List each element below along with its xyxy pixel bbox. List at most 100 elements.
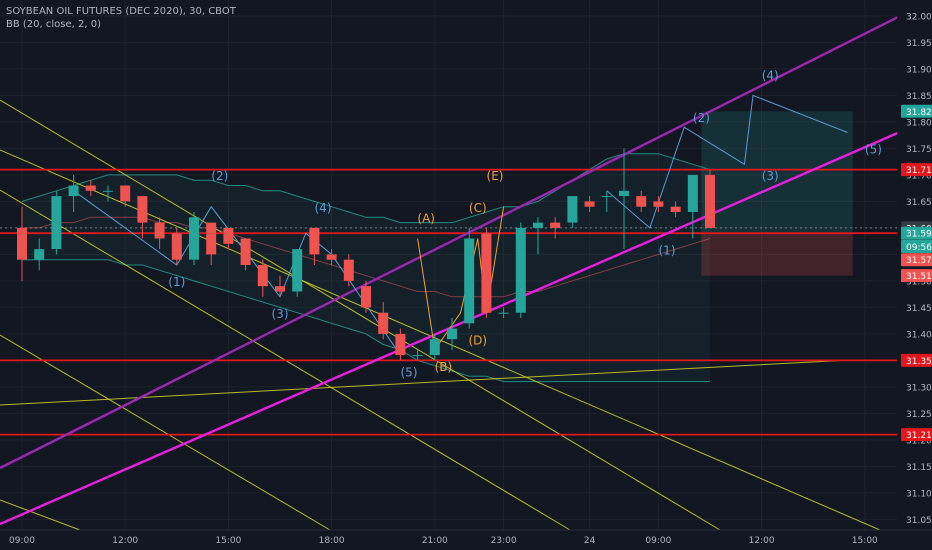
candle-bear [361, 286, 371, 308]
candle-bear [309, 227, 320, 255]
candle-bear [120, 185, 131, 202]
candle-bear [584, 201, 595, 207]
chart-legend: SOYBEAN OIL FUTURES (DEC 2020), 30, CBOT… [6, 5, 236, 31]
candle-bear [17, 227, 27, 260]
wave-label: (4) [762, 69, 779, 83]
price-tick-label: 31.20 [906, 436, 932, 446]
time-tick-label: 12:00 [112, 536, 138, 546]
price-label-text: 31.82 [906, 108, 932, 118]
candle-bear [275, 286, 285, 292]
yellow-trend-line [0, 499, 81, 531]
candle-bear [257, 265, 268, 287]
candle-bear [326, 254, 337, 260]
wave-label: (2) [693, 111, 710, 125]
price-tick-label: 31.15 [906, 463, 932, 473]
time-tick-label: 15:00 [215, 536, 241, 546]
wave-label: (1) [659, 243, 676, 257]
wave-label: (5) [865, 143, 882, 157]
price-label-text: 31.71 [906, 166, 932, 176]
wave-label: (E) [487, 169, 504, 183]
bollinger-upper-line [21, 153, 711, 224]
time-tick-label: 12:00 [749, 536, 775, 546]
candle-bull [447, 328, 457, 340]
price-label-text: 31.59 [906, 230, 932, 240]
bollinger-lower-line [22, 259, 710, 383]
yellow-trend-line [0, 99, 721, 531]
price-label-box [901, 163, 932, 177]
time-tick-label: 23:00 [491, 536, 517, 546]
candle-bull [464, 238, 475, 324]
wave-label: (5) [401, 365, 418, 379]
price-tick-label: 31.70 [906, 171, 932, 181]
candle-bull [687, 174, 698, 212]
candle-bull [189, 217, 199, 260]
price-label-box [901, 226, 932, 240]
price-label-box [901, 269, 932, 283]
time-tick-label: 24 [584, 536, 596, 546]
wave-label: (1) [168, 275, 185, 289]
candle-bear [171, 233, 182, 260]
price-label-text: 31.57 [906, 256, 932, 266]
candle-bear [670, 206, 681, 212]
candle-bear [705, 174, 715, 228]
wave-label: (D) [468, 334, 487, 348]
candle-bull [412, 355, 423, 357]
candle-bear [343, 259, 354, 281]
price-tick-label: 31.80 [906, 118, 932, 128]
candle-bull [533, 222, 543, 228]
candle-bear [154, 222, 165, 239]
candle-bull [567, 196, 578, 223]
candle-bear [653, 201, 664, 207]
time-tick-label: 18:00 [319, 536, 345, 546]
price-tick-label: 31.10 [906, 489, 932, 499]
yellow-trend-line [0, 334, 331, 531]
price-label-box [901, 428, 932, 442]
wave-label: (3) [272, 307, 289, 321]
candle-bear [395, 333, 406, 356]
yellow-trend-line [0, 359, 851, 406]
position-stop-zone [701, 233, 853, 276]
candle-bear [240, 238, 251, 265]
wave-path-3 [606, 94, 848, 229]
wave-label: (2) [211, 169, 228, 183]
candle-bull [619, 190, 629, 197]
price-tick-label: 31.85 [906, 92, 932, 102]
wave-label: (3) [762, 169, 779, 183]
symbol-title: SOYBEAN OIL FUTURES (DEC 2020), 30, CBOT [6, 6, 236, 17]
price-label-box [901, 253, 932, 267]
price-tick-label: 31.25 [906, 410, 932, 420]
candle-bear [137, 196, 148, 223]
candle-bear [550, 222, 561, 228]
indicator-title: BB (20, close, 2, 0) [6, 19, 101, 30]
candle-bear [85, 185, 96, 191]
time-tick-label: 09:00 [645, 536, 671, 546]
candle-bull [68, 185, 79, 197]
candle-bear [378, 312, 389, 334]
price-tick-label: 31.30 [906, 383, 932, 393]
price-label-box [901, 104, 932, 118]
price-tick-label: 31.75 [906, 145, 932, 155]
price-tick-label: 31.65 [906, 198, 932, 208]
price-label-box [901, 353, 932, 367]
wave-label: (B) [435, 360, 453, 374]
bollinger-basis-line [22, 216, 711, 298]
time-tick-label: 15:00 [852, 536, 878, 546]
price-tick-label: 31.45 [906, 304, 932, 314]
price-label-box [901, 239, 932, 253]
price-tick-label: 31.90 [906, 65, 932, 75]
candle-bear [481, 233, 492, 313]
candle-bull [51, 196, 62, 250]
time-tick-label: 09:00 [9, 536, 35, 546]
price-tick-label: 31.40 [906, 330, 932, 340]
time-axis-bg [0, 530, 932, 550]
position-target-zone [701, 111, 853, 234]
candle-bull [103, 190, 113, 192]
candle-bear [223, 227, 234, 244]
price-tick-label: 32.00 [906, 12, 932, 22]
wave-label: (A) [417, 212, 435, 226]
candle-bull [498, 312, 509, 314]
bollinger-fill [22, 153, 710, 382]
candle-bear [206, 222, 217, 255]
